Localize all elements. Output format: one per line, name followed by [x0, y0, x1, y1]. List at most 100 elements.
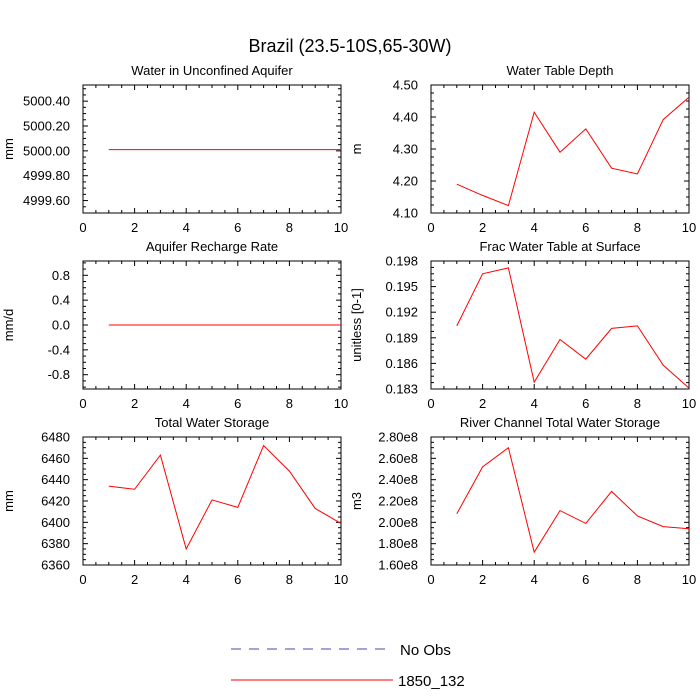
panel-5-ytick-label: 1.80e8	[378, 536, 418, 551]
legend-label-no-obs: No Obs	[400, 642, 451, 659]
panel-3-ytick-label: 0.198	[385, 254, 418, 269]
panel-3-xtick-label: 2	[479, 396, 486, 411]
panel-2-ytick-label: -0.4	[48, 342, 70, 357]
panel-1-xtick-label: 8	[634, 220, 641, 235]
panel-3-xtick-label: 4	[531, 396, 538, 411]
panel-1-ytick-label: 4.40	[393, 110, 418, 125]
panel-3-title: Frac Water Table at Surface	[479, 239, 640, 254]
panel-2-ytick-label: 0.8	[52, 268, 70, 283]
panel-2-xtick-label: 4	[183, 396, 190, 411]
panel-2-xtick-label: 8	[286, 396, 293, 411]
panel-4-title: Total Water Storage	[155, 415, 269, 430]
panel-5-ytick-label: 2.20e8	[378, 494, 418, 509]
panel-5-ytick-label: 2.60e8	[378, 451, 418, 466]
panel-5-xtick-label: 6	[582, 572, 589, 587]
panel-5: River Channel Total Water Storage 0 2 4 6 8 10…	[349, 415, 696, 587]
panel-3-xtick-label: 10	[682, 396, 696, 411]
panel-5-xtick-label: 8	[634, 572, 641, 587]
panel-1-ytick-label: 4.30	[393, 142, 418, 157]
panel-1-xtick-label: 2	[479, 220, 486, 235]
panel-3-ytick-label: 0.192	[385, 305, 418, 320]
panel-0-xtick-label: 6	[234, 220, 241, 235]
panel-3-ytick-label: 0.195	[385, 279, 418, 294]
panel-0-title: Water in Unconfined Aquifer	[131, 63, 293, 78]
panel-1-xtick-label: 6	[582, 220, 589, 235]
panel-2-ylabel: mm/d	[1, 309, 16, 342]
panel-4-ytick-label: 6480	[41, 430, 70, 445]
panel-3-ytick-label: 0.186	[385, 356, 418, 371]
legend-label-1850-132: 1850_132	[398, 673, 465, 690]
panel-4-ylabel: mm	[1, 490, 16, 512]
panel-5-xtick-label: 2	[479, 572, 486, 587]
panel-2-xtick-label: 2	[131, 396, 138, 411]
panel-5-series-line	[456, 446, 690, 554]
panel-5-xtick-label: 0	[427, 572, 434, 587]
panel-5-title: River Channel Total Water Storage	[460, 415, 660, 430]
panel-5-xtick-label: 10	[682, 572, 696, 587]
legend-item-no-obs: No Obs	[231, 642, 451, 659]
panel-0-ytick-label: 4999.60	[23, 193, 70, 208]
panel-5-ytick-label: 2.00e8	[378, 515, 418, 530]
panel-0-ytick-label: 5000.20	[23, 119, 70, 134]
panel-1-ytick-label: 4.10	[393, 206, 418, 221]
panel-3-xtick-label: 0	[427, 396, 434, 411]
panel-2-ytick-label: 0.4	[52, 293, 70, 308]
panel-5-ylabel: m3	[349, 492, 364, 510]
panel-2-ytick-label: -0.8	[48, 367, 70, 382]
figure-title: Brazil (23.5-10S,65-30W)	[248, 36, 451, 56]
panel-5-ytick-label: 1.60e8	[378, 558, 418, 573]
panel-0-ytick-label: 5000.40	[23, 94, 70, 109]
panel-4-ytick-label: 6460	[41, 451, 70, 466]
panel-4-xtick-label: 10	[334, 572, 348, 587]
panel-0-ytick-label: 4999.80	[23, 168, 70, 183]
panel-2: Aquifer Recharge Rate 0 2 4 6 8 10 -0.8 -0.4 0.0 0…	[1, 239, 348, 411]
panel-0: Water in Unconfined Aquifer 0 2 4 6 8 10 4999.6…	[1, 63, 348, 235]
panel-3: Frac Water Table at Surface 0 2 4 6 8 10 0.183 0…	[349, 239, 696, 411]
panel-3-ylabel: unitless [0-1]	[349, 288, 364, 362]
panel-2-title: Aquifer Recharge Rate	[146, 239, 278, 254]
panel-2-ytick-label: 0.0	[52, 318, 70, 333]
panel-5-xtick-label: 4	[531, 572, 538, 587]
panel-1-xtick-label: 0	[427, 220, 434, 235]
panel-4-ytick-label: 6400	[41, 515, 70, 530]
panel-3-ytick-label: 0.189	[385, 330, 418, 345]
panel-4-ytick-label: 6440	[41, 472, 70, 487]
panel-2-xtick-label: 10	[334, 396, 348, 411]
panel-5-ytick-label: 2.40e8	[378, 472, 418, 487]
panel-4-xtick-label: 8	[286, 572, 293, 587]
panels: Water in Unconfined Aquifer 0 2 4 6 8 10 4999.6…	[1, 63, 696, 587]
panel-1-xtick-label: 10	[682, 220, 696, 235]
panel-4-xtick-label: 0	[79, 572, 86, 587]
panel-4-ytick-label: 6360	[41, 558, 70, 573]
panel-0-ylabel: mm	[1, 138, 16, 160]
panel-4-xtick-label: 4	[183, 572, 190, 587]
panel-0-xtick-label: 10	[334, 220, 348, 235]
panel-4-xtick-label: 2	[131, 572, 138, 587]
panel-5-frame	[430, 436, 690, 566]
panel-1-series-line	[456, 96, 690, 207]
panel-0-xtick-label: 2	[131, 220, 138, 235]
panel-0-xtick-label: 4	[183, 220, 190, 235]
legend-item-1850-132: 1850_132	[231, 673, 465, 690]
panel-3-xtick-label: 8	[634, 396, 641, 411]
panel-0-xtick-label: 8	[286, 220, 293, 235]
panel-4: Total Water Storage 0 2 4 6 8 10 6360 6380 6400 64…	[1, 415, 348, 587]
panel-0-ytick-label: 5000.00	[23, 143, 70, 158]
panel-2-xtick-label: 0	[79, 396, 86, 411]
panel-1: Water Table Depth 0 2 4 6 8 10 4.10 4.20 4.30 4.40…	[349, 63, 696, 235]
legend: No Obs 1850_132	[231, 642, 465, 690]
panel-1-title: Water Table Depth	[507, 63, 614, 78]
panel-4-ytick-label: 6420	[41, 494, 70, 509]
panel-4-ytick-label: 6380	[41, 536, 70, 551]
panel-3-series-line	[456, 267, 690, 389]
panel-1-ytick-label: 4.50	[393, 78, 418, 93]
panel-1-xtick-label: 4	[531, 220, 538, 235]
panel-5-ytick-label: 2.80e8	[378, 430, 418, 445]
panel-3-ytick-label: 0.183	[385, 382, 418, 397]
panel-0-xtick-label: 0	[79, 220, 86, 235]
panel-3-xtick-label: 6	[582, 396, 589, 411]
panel-4-series-line	[108, 444, 342, 551]
panel-1-ytick-label: 4.20	[393, 174, 418, 189]
panel-2-xtick-label: 6	[234, 396, 241, 411]
